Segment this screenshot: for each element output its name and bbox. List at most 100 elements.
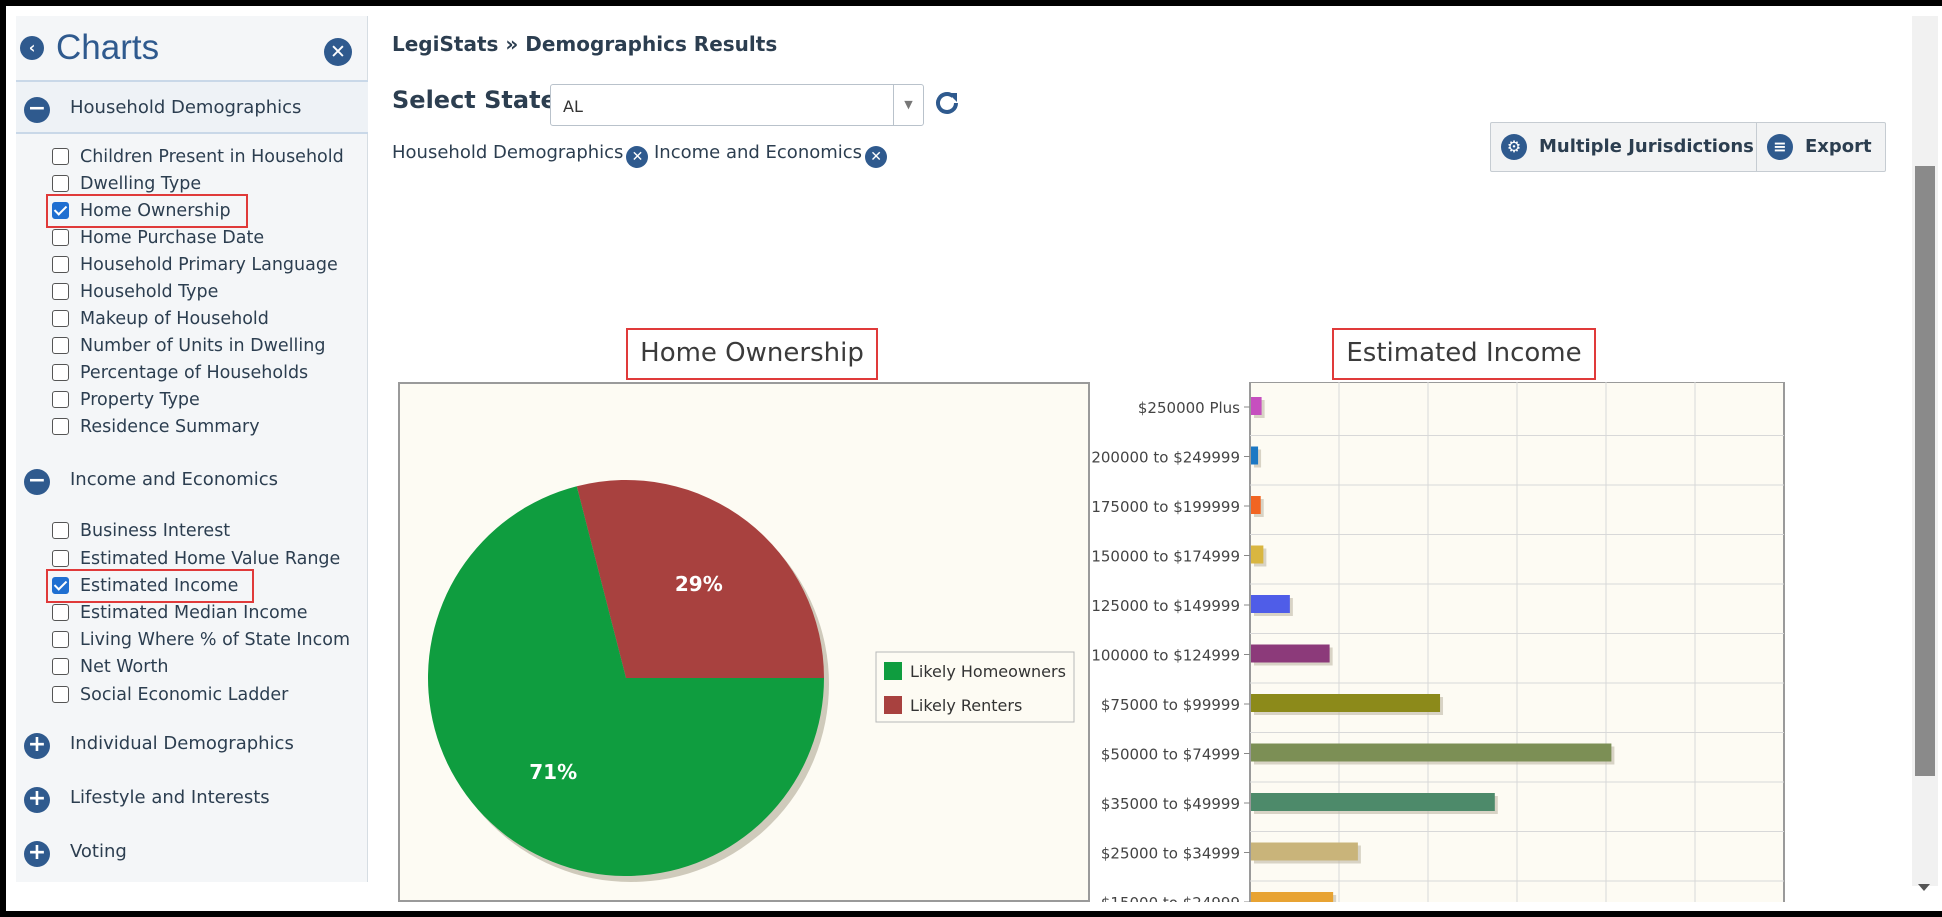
state-select-value: AL	[563, 97, 583, 116]
select-state-label: Select State	[392, 86, 557, 114]
bar[interactable]	[1251, 397, 1262, 415]
checkbox[interactable]	[52, 631, 69, 648]
section-household-demographics[interactable]: − Household Demographics	[16, 80, 368, 134]
checkbox-label: Net Worth	[80, 657, 169, 677]
checkbox-label: Home Ownership	[80, 201, 231, 221]
pie-slice[interactable]	[428, 486, 824, 877]
checkbox[interactable]	[52, 522, 69, 539]
home-ownership-chart-title: Home Ownership	[626, 328, 878, 380]
section-label: Income and Economics	[70, 469, 279, 490]
bar[interactable]	[1251, 545, 1264, 564]
legend-label: Likely Renters	[910, 696, 1022, 715]
main-content: LegiStats » Demographics Results Select …	[370, 16, 1910, 902]
plus-icon[interactable]: +	[24, 733, 50, 759]
y-tick-label: $25000 to $34999	[1101, 845, 1240, 863]
refresh-icon[interactable]	[932, 88, 962, 118]
checkbox-checked[interactable]	[52, 202, 69, 219]
checkbox-label: Home Purchase Date	[80, 228, 265, 248]
checkbox-label: Number of Units in Dwelling	[80, 336, 326, 356]
checkbox[interactable]	[52, 256, 69, 273]
export-button[interactable]: ≡ Export	[1757, 123, 1885, 171]
checkbox[interactable]	[52, 283, 69, 300]
sidebar-title: Charts	[56, 28, 160, 67]
estimated-income-chart: $250000 Plus $200000 to $249999 $175000 to…	[1090, 382, 1810, 902]
y-tick-label: $35000 to $49999	[1101, 795, 1240, 813]
section-label: Individual Demographics	[70, 733, 294, 754]
checkbox[interactable]	[52, 550, 69, 567]
checkbox-item-home-ownership[interactable]: Home Ownership	[46, 194, 248, 228]
bar[interactable]	[1251, 595, 1290, 613]
y-tick-label: $125000 to $149999	[1090, 597, 1240, 615]
bar[interactable]	[1251, 496, 1261, 514]
scroll-down-arrow-icon[interactable]	[1918, 884, 1930, 891]
legend-label: Likely Homeowners	[910, 662, 1066, 681]
pie-slice[interactable]	[576, 480, 824, 678]
chevron-down-icon[interactable]: ▼	[893, 85, 923, 125]
vertical-scrollbar[interactable]	[1912, 16, 1938, 891]
checkbox-label: Social Economic Ladder	[80, 685, 289, 705]
section-voting[interactable]: + Voting	[16, 826, 368, 880]
toolbar: ⚙ Multiple Jurisdictions ≡ Export	[1490, 122, 1886, 172]
checkbox-label: Household Primary Language	[80, 255, 338, 275]
state-select[interactable]: AL ▼	[550, 84, 924, 126]
checkbox[interactable]	[52, 175, 69, 192]
remove-tag-icon[interactable]: ✕	[626, 146, 649, 168]
section-income-and-economics[interactable]: − Income and Economics	[16, 454, 368, 508]
checkbox[interactable]	[52, 229, 69, 246]
checkbox[interactable]	[52, 310, 69, 327]
multiple-jurisdictions-button[interactable]: ⚙ Multiple Jurisdictions	[1491, 123, 1757, 171]
y-tick-label: $75000 to $99999	[1101, 696, 1240, 714]
y-tick-label: $175000 to $199999	[1090, 498, 1240, 516]
checkbox-checked[interactable]	[52, 577, 69, 594]
remove-tag-icon[interactable]: ✕	[865, 146, 888, 168]
y-tick-label: $250000 Plus	[1138, 399, 1240, 417]
charts-sidebar: ‹ Charts ✕ − Household Demographics Chil…	[16, 16, 368, 882]
scrollbar-thumb[interactable]	[1915, 166, 1935, 776]
checkbox-label: Residence Summary	[80, 417, 260, 437]
bar[interactable]	[1251, 644, 1330, 663]
section-individual-demographics[interactable]: + Individual Demographics	[16, 718, 368, 772]
menu-icon: ≡	[1767, 134, 1793, 160]
plus-icon[interactable]: +	[24, 787, 50, 813]
y-tick-label: $50000 to $74999	[1101, 746, 1240, 764]
pie-data-label: 29%	[675, 572, 723, 596]
checkbox-item-estimated-income[interactable]: Estimated Income	[46, 569, 254, 603]
checkbox[interactable]	[52, 418, 69, 435]
bar[interactable]	[1251, 892, 1334, 902]
collapse-sidebar-icon[interactable]: ‹	[20, 36, 44, 60]
checkbox-label: Household Type	[80, 282, 219, 302]
plus-icon[interactable]: +	[24, 841, 50, 867]
tag-income-and-economics: Income and Economics ✕	[654, 142, 888, 168]
bar[interactable]	[1251, 793, 1495, 811]
checkbox[interactable]	[52, 686, 69, 703]
sidebar-header: ‹ Charts ✕	[16, 16, 368, 80]
gear-icon: ⚙	[1501, 134, 1527, 160]
tag-label: Income and Economics	[654, 142, 863, 163]
checkbox[interactable]	[52, 604, 69, 621]
checkbox-label: Estimated Income	[80, 576, 239, 596]
bar[interactable]	[1251, 842, 1358, 861]
checkbox[interactable]	[52, 658, 69, 675]
pie-chart: 29% 71% Likely Homeowners Likely Renters	[428, 480, 1075, 882]
legend-box	[875, 651, 1075, 723]
bar[interactable]	[1251, 446, 1259, 465]
bar[interactable]	[1251, 743, 1612, 762]
bar[interactable]	[1251, 694, 1441, 712]
minus-icon[interactable]: −	[24, 97, 50, 123]
close-icon[interactable]: ✕	[324, 38, 352, 66]
y-tick-label: $200000 to $249999	[1090, 449, 1240, 467]
checkbox-label: Percentage of Households	[80, 363, 309, 383]
checkbox[interactable]	[52, 337, 69, 354]
checkbox-label: Living Where % of State Incom	[80, 630, 351, 650]
multiple-jurisdictions-label: Multiple Jurisdictions	[1539, 136, 1754, 157]
section-lifestyle-and-interests[interactable]: + Lifestyle and Interests	[16, 772, 368, 826]
checkbox[interactable]	[52, 391, 69, 408]
breadcrumb: LegiStats » Demographics Results	[392, 32, 778, 56]
checkbox-label: Children Present in Household	[80, 147, 344, 167]
checkbox[interactable]	[52, 364, 69, 381]
legend-swatch	[884, 696, 902, 714]
minus-icon[interactable]: −	[24, 469, 50, 495]
y-tick-label: $100000 to $124999	[1090, 647, 1240, 665]
checkbox[interactable]	[52, 148, 69, 165]
